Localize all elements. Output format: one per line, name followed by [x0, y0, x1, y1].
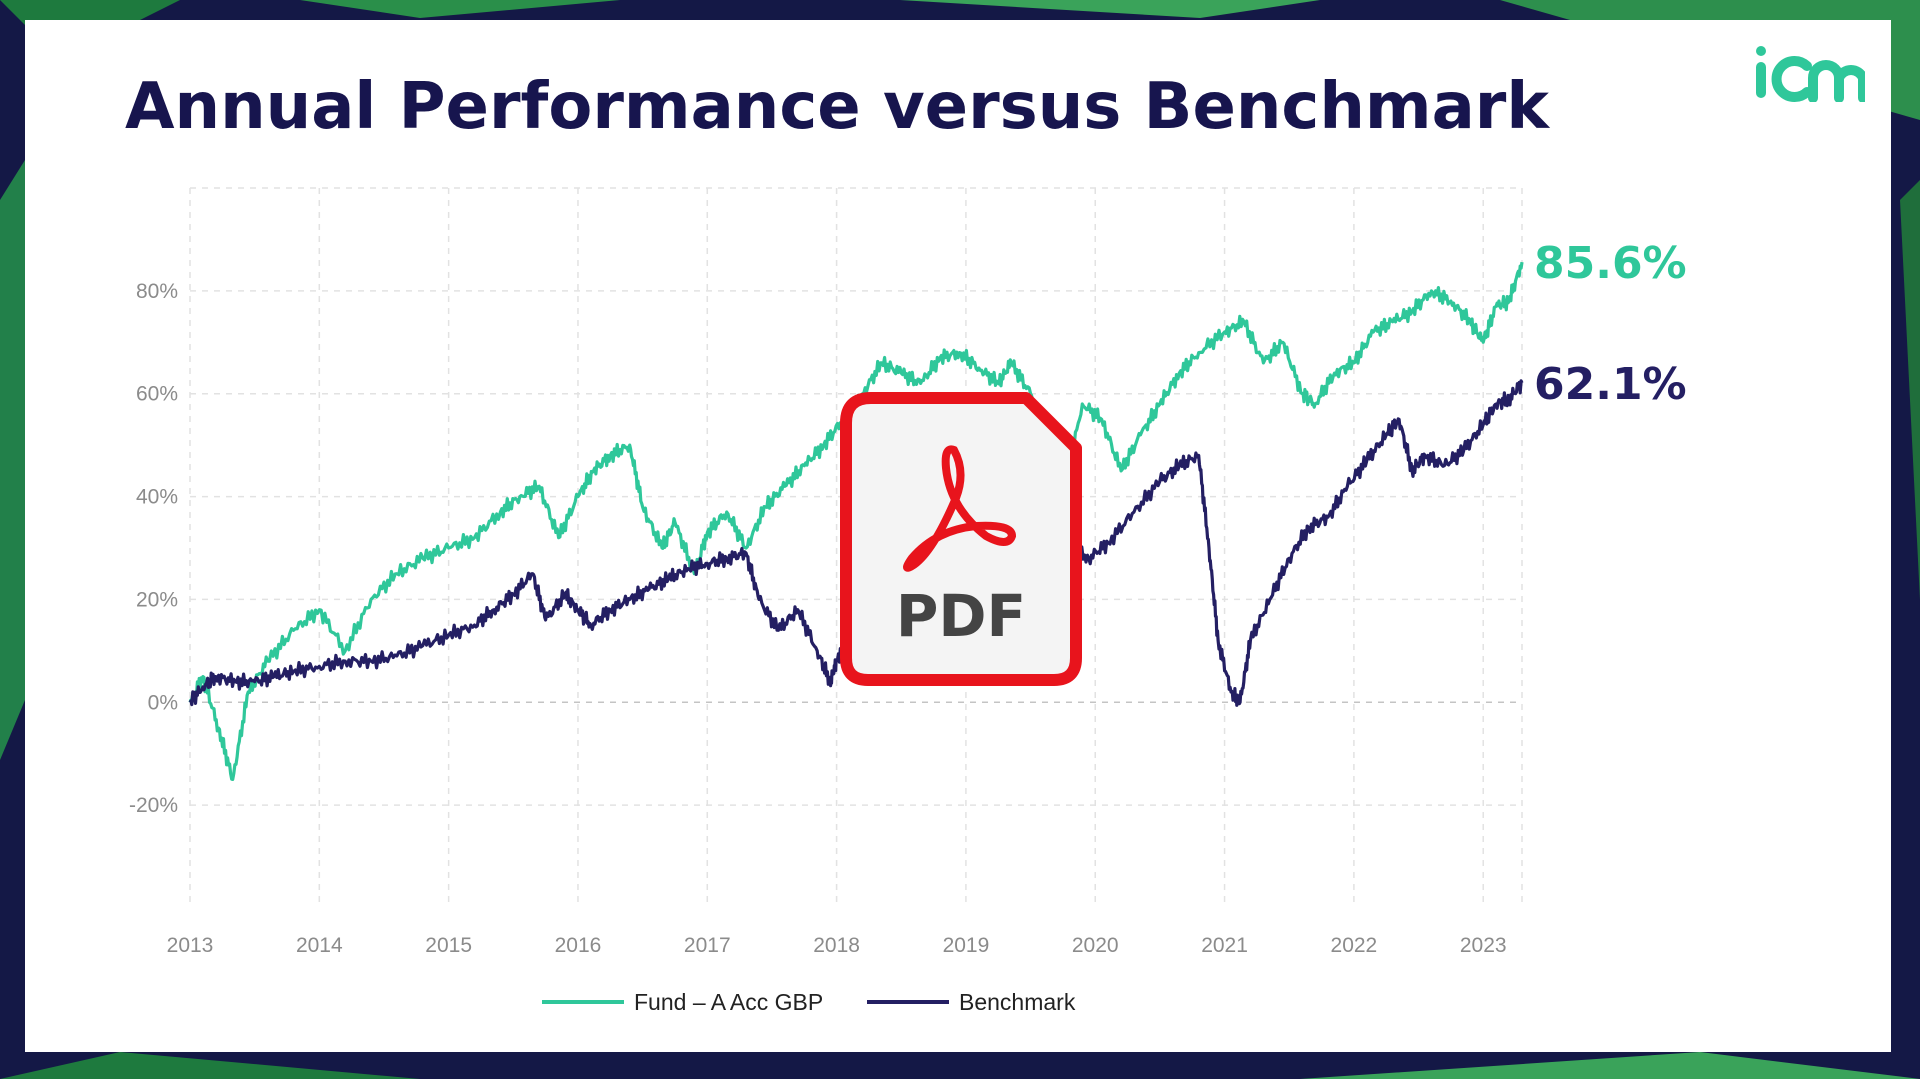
x-tick-label: 2022: [1331, 934, 1378, 957]
slide-title: Annual Performance versus Benchmark: [125, 70, 1549, 144]
benchmark-end-label: 62.1%: [1534, 359, 1687, 410]
y-tick-label: -20%: [129, 794, 178, 817]
x-tick-label: 2020: [1072, 934, 1119, 957]
grid-lines: [189, 187, 1523, 908]
legend-label-fund: Fund – A Acc GBP: [634, 989, 823, 1015]
x-tick-label: 2021: [1201, 934, 1248, 957]
legend-label-benchmark: Benchmark: [959, 989, 1076, 1015]
x-tick-label: 2017: [684, 934, 731, 957]
y-tick-label: 60%: [136, 383, 178, 406]
x-tick-label: 2018: [813, 934, 860, 957]
y-tick-label: 80%: [136, 280, 178, 303]
x-tick-label: 2013: [167, 934, 214, 957]
y-tick-label: 20%: [136, 588, 178, 611]
x-tick-label: 2019: [943, 934, 990, 957]
fund-end-label: 85.6%: [1534, 238, 1687, 289]
series-line-fund: [188, 261, 1524, 781]
acrobat-icon: [903, 445, 1017, 572]
icm-logo: [1756, 46, 1865, 102]
pdf-file-icon: PDF: [840, 392, 1082, 686]
x-tick-label: 2016: [555, 934, 602, 957]
y-tick-label: 0%: [148, 691, 178, 714]
x-tick-label: 2015: [425, 934, 472, 957]
pdf-label: PDF: [896, 582, 1026, 650]
y-axis-ticks: 80% 60% 40% 20% 0% -20%: [129, 280, 178, 817]
chart-legend: Fund – A Acc GBP Benchmark: [542, 989, 1076, 1015]
y-tick-label: 40%: [136, 486, 178, 509]
series-end-labels: 85.6% 62.1%: [1534, 238, 1687, 410]
x-tick-label: 2014: [296, 934, 343, 957]
x-tick-label: 2023: [1460, 934, 1507, 957]
x-axis-ticks: 2013 2014 2015 2016 2017 2018 2019 2020 2021 2022…: [167, 934, 1507, 957]
